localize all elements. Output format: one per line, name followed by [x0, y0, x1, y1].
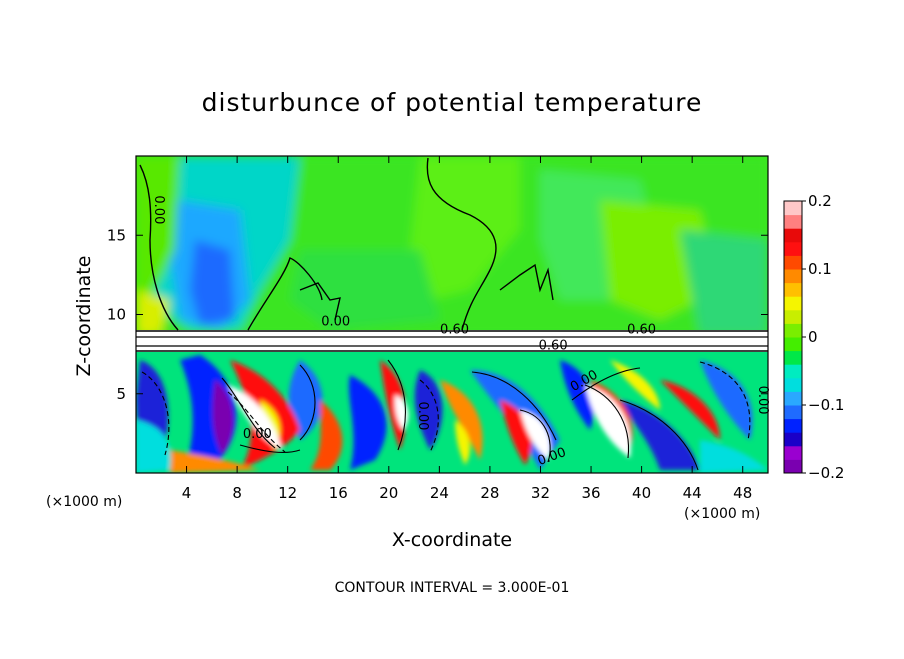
x-unit-label-left: (×1000 m) — [46, 494, 122, 510]
colorbar-swatch — [784, 350, 802, 365]
y-axis-title: Z-coordinate — [73, 256, 95, 377]
colorbar-swatch — [784, 323, 802, 338]
colorbar-swatch — [784, 405, 802, 420]
colorbar: 0.2 0.1 0 −0.1 −0.2 — [783, 192, 844, 482]
x-tick-label: 4 — [182, 484, 192, 502]
contour-labels: 0.000.000.60 0.600.600.000.000.000.000.00 — [151, 195, 770, 469]
contour-label: 0.00 — [151, 195, 166, 224]
contour-label: 0.00 — [243, 427, 272, 442]
colorbar-tick-label: 0.2 — [808, 192, 832, 210]
colorbar-tick-label: 0.1 — [808, 260, 832, 278]
contour-interval-label: CONTOUR INTERVAL = 3.000E-01 — [335, 580, 570, 596]
y-tick-label: 5 — [116, 385, 126, 403]
x-tick-label: 8 — [232, 484, 242, 502]
colorbar-swatch — [784, 241, 802, 256]
colorbar-swatch — [784, 391, 802, 406]
colorbar-swatch — [784, 255, 802, 270]
colorbar-swatch — [784, 445, 802, 460]
x-tick-label: 36 — [581, 484, 600, 502]
colorbar-swatch — [784, 364, 802, 379]
colorbar-swatch — [784, 269, 802, 284]
x-tick-label: 40 — [632, 484, 651, 502]
heatmap-field — [136, 156, 768, 473]
x-tick-label: 16 — [329, 484, 348, 502]
colorbar-tick-label: −0.1 — [808, 396, 844, 414]
y-tick-label: 15 — [107, 226, 126, 244]
x-axis: 4 8 12 16 20 24 28 32 36 40 44 48 — [182, 156, 752, 502]
chart-title: disturbunce of potential temperature — [202, 88, 703, 117]
x-tick-label: 20 — [379, 484, 398, 502]
colorbar-swatch — [784, 377, 802, 392]
colorbar-swatch — [784, 282, 802, 297]
colorbar-tick-label: −0.2 — [808, 464, 844, 482]
x-tick-label: 24 — [430, 484, 449, 502]
x-tick-label: 32 — [531, 484, 550, 502]
colorbar-swatch — [784, 309, 802, 324]
colorbar-swatch — [784, 418, 802, 433]
upper-layer-shading — [136, 156, 768, 336]
contour-label: 0.00 — [321, 315, 350, 330]
contour-lines-lower — [141, 359, 751, 471]
x-tick-label: 12 — [278, 484, 297, 502]
contour-label: 0.00 — [415, 401, 430, 430]
x-tick-label: 44 — [683, 484, 702, 502]
colorbar-swatch — [784, 296, 802, 311]
colorbar-swatch — [784, 432, 802, 447]
x-axis-title: X-coordinate — [392, 529, 512, 551]
colorbar-swatch — [784, 228, 802, 243]
contour-label: 0.60 — [440, 323, 469, 338]
colorbar-swatch — [784, 459, 802, 474]
contour-label: 0.60 — [627, 323, 656, 338]
colorbar-swatch — [784, 214, 802, 229]
y-tick-label: 10 — [107, 306, 126, 324]
x-unit-label-right: (×1000 m) — [684, 506, 760, 522]
x-tick-label: 48 — [733, 484, 752, 502]
y-axis: 5 10 15 — [107, 226, 768, 403]
colorbar-swatch — [784, 201, 802, 216]
contour-lines-upper — [139, 157, 554, 331]
contour-label: 0.00 — [755, 386, 770, 415]
contour-label: 0.60 — [539, 338, 568, 353]
x-tick-label: 28 — [480, 484, 499, 502]
colorbar-swatch — [784, 337, 802, 352]
lower-layer-shading — [136, 355, 768, 473]
colorbar-tick-label: 0 — [808, 328, 818, 346]
